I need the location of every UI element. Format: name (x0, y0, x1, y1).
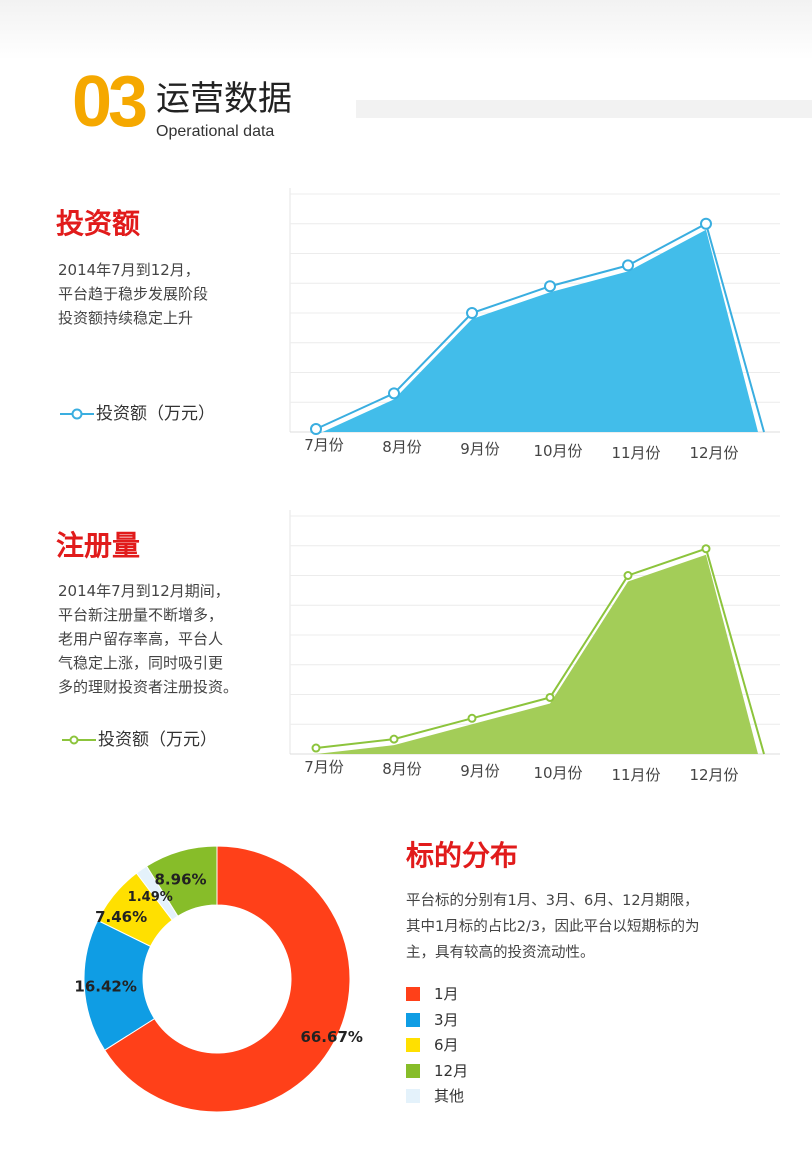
registration-desc-line: 平台新注册量不断增多， (58, 606, 224, 624)
data-point (622, 259, 634, 272)
legend-item: 1月 (406, 982, 606, 1008)
line-marker-icon (60, 408, 94, 420)
data-point (467, 713, 477, 723)
data-point (544, 280, 556, 293)
investment-legend: 投资额（万元） (60, 402, 215, 426)
investment-description: 2014年7月到12月， 平台趋于稳步发展阶段 投资额持续稳定上升 (58, 258, 208, 330)
slice-label: 8.96% (155, 870, 207, 888)
registration-desc-line: 2014年7月到12月期间， (58, 582, 230, 600)
area-fill (310, 554, 758, 755)
slice-label: 66.67% (300, 1028, 362, 1046)
distribution-title: 标的分布 (406, 839, 519, 872)
registration-title: 注册量 (56, 529, 141, 562)
legend-label: 12月 (434, 1061, 469, 1080)
registration-chart: 7月份 8月份 9月份 10月份 11月份 12月份 (289, 510, 780, 784)
x-tick-label: 11月份 (611, 766, 660, 784)
investment-legend-label: 投资额（万元） (96, 404, 215, 424)
legend-item: 6月 (406, 1033, 606, 1059)
data-point (389, 734, 399, 744)
registration-desc-line: 老用户留存率高，平台人 (58, 630, 224, 648)
x-tick-label: 7月份 (304, 758, 344, 776)
data-point (388, 387, 400, 400)
legend-label: 3月 (434, 1010, 459, 1029)
investment-desc-line: 2014年7月到12月， (58, 261, 200, 279)
data-point (700, 217, 712, 230)
investment-desc-line: 投资额持续稳定上升 (58, 309, 194, 327)
investment-chart: 7月份 8月份 9月份 10月份 11月份 12月份 (289, 188, 780, 462)
donut-slice (103, 845, 351, 1113)
registration-desc-line: 多的理财投资者注册投资。 (58, 678, 239, 696)
x-tick-label: 12月份 (689, 444, 738, 462)
legend-label: 1月 (434, 985, 459, 1003)
distribution-donut-chart: 66.67% 16.42% 7.46% 1.49% 8.96% (74, 845, 363, 1113)
distribution-desc-line: 平台标的分别有1月、3月、6月、12月期限， (406, 893, 699, 909)
legend-swatch (406, 1089, 420, 1103)
distribution-desc-line: 其中1月标的占比2/3，因此平台以短期标的为 (406, 919, 700, 935)
investment-desc-line: 平台趋于稳步发展阶段 (58, 285, 209, 303)
distribution-desc-line: 主，具有较高的投资流动性。 (406, 945, 595, 961)
slice-label: 7.46% (95, 908, 147, 926)
legend-swatch (406, 1038, 420, 1052)
x-tick-label: 10月份 (533, 442, 582, 460)
data-point (311, 743, 321, 753)
data-point (310, 423, 322, 436)
x-tick-label: 8月份 (382, 438, 422, 456)
line-marker-icon (62, 735, 96, 745)
x-tick-label: 9月份 (460, 440, 500, 458)
investment-title: 投资额 (56, 207, 141, 240)
donut-slice (145, 845, 218, 917)
registration-description: 2014年7月到12月期间， 平台新注册量不断增多， 老用户留存率高，平台人 气… (58, 579, 238, 699)
x-tick-label: 9月份 (460, 762, 500, 780)
data-point (701, 544, 711, 554)
legend-swatch (406, 1063, 420, 1078)
legend-item: 3月 (406, 1008, 606, 1034)
section-title: 运营数据 (156, 79, 292, 119)
registration-legend: 投资额（万元） (62, 728, 217, 752)
section-number: 03 (72, 62, 148, 142)
data-point (545, 692, 555, 702)
slice-label: 1.49% (128, 890, 173, 905)
legend-label: 6月 (434, 1036, 459, 1054)
data-point (466, 307, 478, 319)
legend-label: 其他 (434, 1087, 465, 1105)
area-fill (310, 229, 758, 436)
x-tick-label: 10月份 (533, 764, 582, 782)
header-bar (356, 100, 812, 118)
top-shade (0, 0, 812, 60)
data-point (623, 571, 633, 580)
x-tick-label: 7月份 (304, 436, 344, 454)
distribution-description: 平台标的分别有1月、3月、6月、12月期限， 其中1月标的占比2/3，因此平台以… (406, 888, 700, 966)
x-tick-label: 11月份 (611, 444, 660, 462)
legend-swatch (406, 1012, 420, 1027)
x-tick-label: 12月份 (689, 766, 738, 784)
registration-desc-line: 气稳定上涨，同时吸引更 (58, 654, 224, 672)
x-tick-label: 8月份 (382, 760, 422, 778)
slice-label: 16.42% (74, 978, 136, 996)
legend-item: 12月 (406, 1059, 606, 1085)
distribution-legend: 1月 3月 6月 12月 其他 (406, 982, 606, 1110)
section-subtitle: Operational data (156, 123, 275, 140)
registration-legend-label: 投资额（万元） (98, 730, 217, 750)
section-header: 03 运营数据 Operational data (72, 66, 372, 152)
legend-item: 其他 (406, 1084, 606, 1110)
legend-swatch (406, 987, 420, 1001)
